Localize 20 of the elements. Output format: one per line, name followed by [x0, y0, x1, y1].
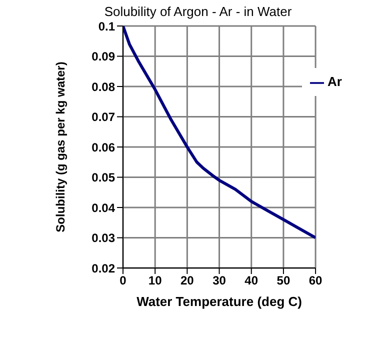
- x-tick-label: 10: [148, 274, 162, 288]
- chart-title: Solubility of Argon - Ar - in Water: [103, 4, 293, 19]
- y-tick-label: 0.1: [98, 19, 116, 34]
- x-tick-label: 40: [244, 274, 258, 288]
- y-tick-label: 0.02: [92, 261, 116, 276]
- legend-label: Ar: [328, 74, 342, 89]
- x-tick-label: 60: [308, 274, 323, 288]
- y-tick-label: 0.08: [92, 80, 116, 94]
- y-tick-label: 0.09: [92, 50, 116, 64]
- y-tick-label: 0.07: [92, 110, 116, 124]
- y-tick-label: 0.06: [92, 140, 116, 154]
- x-tick-label: 30: [212, 274, 226, 288]
- y-tick-label: 0.05: [92, 170, 116, 185]
- y-tick-label: 0.03: [92, 231, 116, 246]
- x-tick-label: 0: [120, 274, 127, 288]
- y-axis-title: Solubility (g gas per kg water): [53, 62, 68, 232]
- x-axis-title: Water Temperature (deg C): [136, 294, 302, 309]
- x-tick-label: 50: [276, 274, 290, 288]
- x-tick-label: 20: [180, 274, 194, 288]
- y-tick-label: 0.04: [92, 200, 116, 215]
